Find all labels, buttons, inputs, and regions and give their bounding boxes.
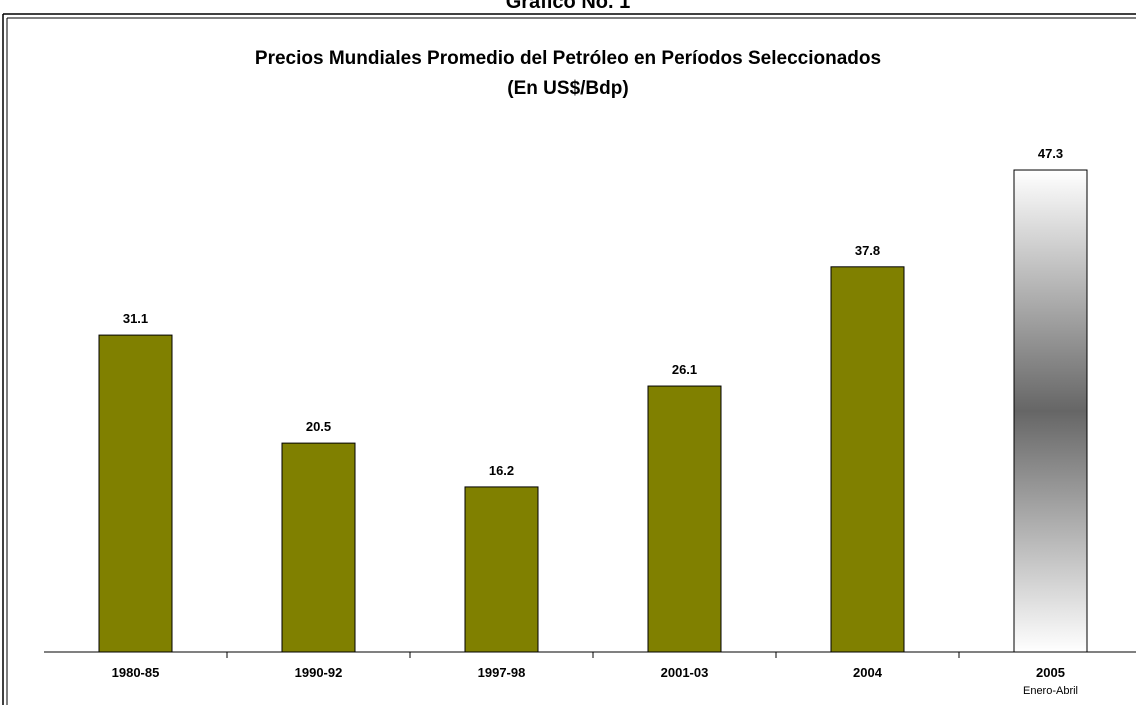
- bar: [281, 442, 356, 653]
- bar: [1013, 169, 1088, 653]
- bar: [464, 486, 539, 653]
- x-tick-label: 2005: [1036, 665, 1065, 680]
- x-tick-label: 2001-03: [661, 665, 709, 680]
- chart-subtitle: (En US$/Bdp): [507, 78, 628, 99]
- chart-title: Precios Mundiales Promedio del Petróleo …: [255, 48, 881, 69]
- x-tick-label: 1990-92: [295, 665, 343, 680]
- bar: [830, 266, 905, 653]
- value-label: 26.1: [672, 362, 697, 377]
- bar: [647, 385, 722, 653]
- x-tick-sublabel: Enero-Abril: [1023, 685, 1078, 697]
- x-tick-label: 1980-85: [112, 665, 160, 680]
- value-label: 31.1: [123, 311, 148, 326]
- bar: [98, 334, 173, 653]
- value-label: 20.5: [306, 419, 331, 434]
- x-tick-label: 1997-98: [478, 665, 526, 680]
- chart-heading: Gráfico No. 1: [506, 0, 630, 13]
- value-label: 16.2: [489, 463, 514, 478]
- x-tick-label: 2004: [853, 665, 883, 680]
- value-label: 47.3: [1038, 146, 1063, 161]
- value-label: 37.8: [855, 243, 880, 258]
